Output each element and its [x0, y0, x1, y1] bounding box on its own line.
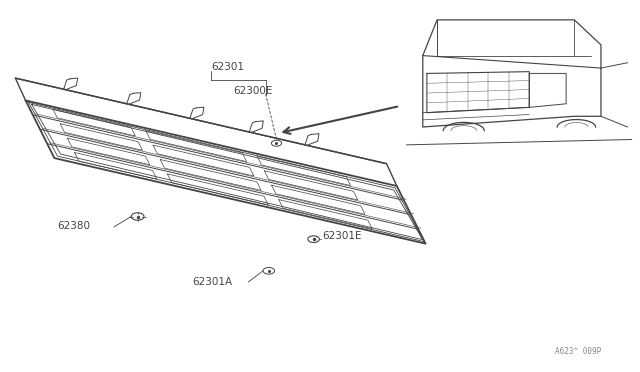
Text: 62300E: 62300E [234, 86, 273, 96]
Text: 62301E: 62301E [323, 231, 362, 241]
Text: 62380: 62380 [58, 221, 91, 231]
Text: A623^ 009P: A623^ 009P [556, 347, 602, 356]
Text: 62301A: 62301A [192, 277, 232, 287]
Text: 62301: 62301 [211, 62, 244, 73]
